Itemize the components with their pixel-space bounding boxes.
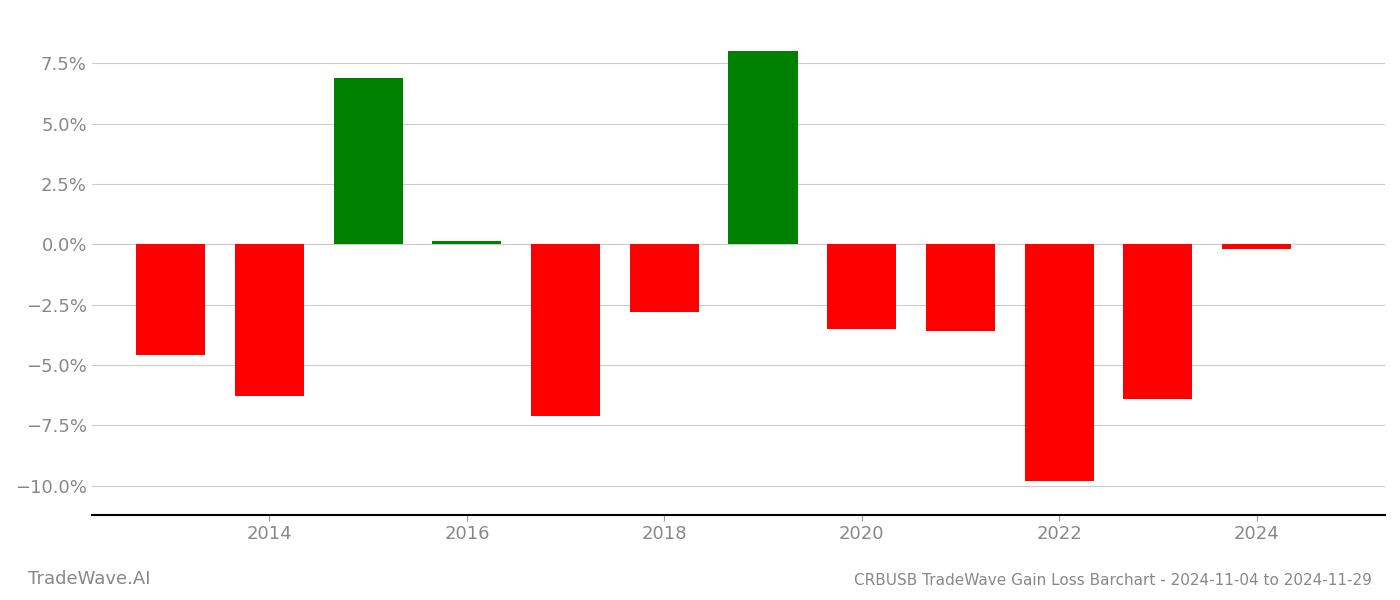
Bar (433, 241, 501, 244)
Bar (333, 78, 403, 244)
Bar (630, 244, 699, 312)
Bar (827, 244, 896, 329)
Text: CRBUSB TradeWave Gain Loss Barchart - 2024-11-04 to 2024-11-29: CRBUSB TradeWave Gain Loss Barchart - 20… (854, 573, 1372, 588)
Bar (531, 244, 601, 416)
Bar (925, 244, 995, 331)
Bar (1123, 244, 1193, 399)
Bar (1222, 244, 1291, 249)
Bar (235, 244, 304, 397)
Bar (136, 244, 206, 355)
Bar (1025, 244, 1093, 481)
Text: TradeWave.AI: TradeWave.AI (28, 570, 151, 588)
Bar (728, 51, 798, 244)
